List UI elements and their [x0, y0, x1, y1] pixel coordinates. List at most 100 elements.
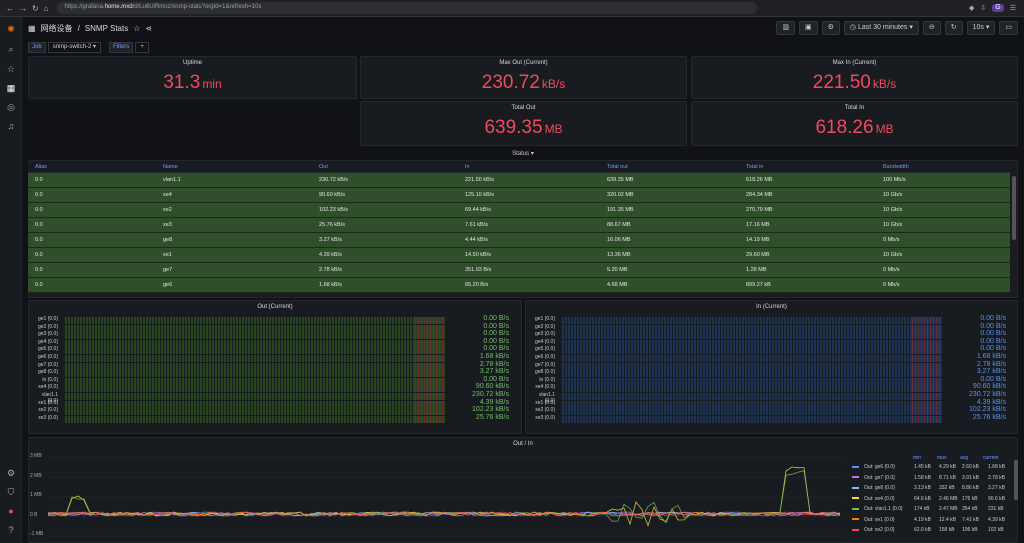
gauge-value: 2.78 kB/s [479, 360, 509, 368]
legend-current: 2.78 kB [988, 474, 1005, 481]
add-filter-button[interactable]: + [135, 41, 149, 53]
table-cell: 0 Mb/s [876, 232, 1010, 248]
table-row[interactable]: 0.0 xe2 102.23 kB/s 69.44 kB/s 191.35 MB 270.… [28, 202, 1010, 218]
breadcrumb: ▦ 网络设备 / SNMP Stats ☆ ⋖ [28, 23, 152, 34]
table-row[interactable]: 0.0 ge6 1.68 kB/s 65.20 B/s 4.68 MB 899.27 kB… [28, 277, 1010, 293]
table-row[interactable]: 0.0 ge7 2.78 kB/s 351.93 B/s 5.20 MB 1.28 MB 0… [28, 262, 1010, 278]
legend-item[interactable]: Out: xe1 {0.0} 4.19 kB 12.4 kB 7.41 kB 4.39 … [852, 517, 1012, 526]
gear-icon[interactable]: ⚙ [821, 21, 840, 35]
table-cell: 10 Gb/s [876, 247, 1010, 263]
gauge-bar [562, 317, 942, 324]
legend-header-max[interactable]: max [937, 455, 947, 461]
table-row[interactable]: 0.0 vlan1.1 230.72 kB/s 221.50 kB/s 639.35 M… [28, 172, 1010, 188]
refresh-button[interactable]: ↻ [944, 21, 963, 35]
legend-header-min[interactable]: min [913, 455, 922, 461]
save-button[interactable]: ▣ [799, 21, 818, 35]
legend-name: Out: xe1 {0.0} [864, 516, 895, 523]
stat-panel-max-in[interactable]: Max In (Current) 221.50 kB/s [691, 56, 1018, 99]
dashboards-icon[interactable]: ▦ [6, 83, 16, 93]
out-in-panel[interactable]: Out / In [28, 437, 1018, 543]
extension-icon[interactable]: ◆ [969, 5, 975, 12]
share-icon[interactable]: ⋖ [145, 23, 153, 33]
forward-icon[interactable]: → [19, 3, 27, 13]
stat-panel-uptime[interactable]: Uptime 31.3 min [28, 56, 357, 99]
explore-icon[interactable]: ◎ [7, 102, 15, 112]
legend-current: 231 kB [988, 506, 1004, 512]
home-icon[interactable]: ⌂ [43, 3, 49, 13]
column-header[interactable]: Out [312, 162, 458, 173]
shield-icon[interactable]: ⛉ [7, 487, 15, 497]
table-header: Alias Name Out In Total out Total in Ban… [28, 162, 1010, 173]
column-header[interactable]: Total in [739, 162, 876, 173]
table-cell: 2.78 kB/s [312, 262, 458, 278]
gauge-label: xe4 {0.0} [38, 384, 58, 391]
column-header[interactable]: Bandwidth [876, 162, 1010, 173]
gauge-label: ge7 {0.0} [534, 361, 555, 368]
stat-panel-total-out[interactable]: Total Out 639.35 MB [360, 101, 687, 146]
legend-min: 174 kB [914, 506, 930, 512]
zoom-out-button[interactable]: ⊖ [922, 21, 941, 35]
table-row[interactable]: 0.0 ge8 3.27 kB/s 4.44 kB/s 16.06 MB 14.19 MB… [28, 232, 1010, 248]
stat-panel-max-out[interactable]: Max Out (Current) 230.72 kB/s [360, 56, 687, 99]
gauge-label: ge5 {0.0} [37, 346, 58, 353]
legend-name: Out: ge7 {0.0} [864, 474, 895, 481]
table-cell: 618.26 MB [739, 172, 876, 188]
column-header[interactable]: In [458, 162, 600, 173]
legend-item[interactable]: Out: ge7 {0.0} 1.58 kB 8.71 kB 3.91 kB 2.78 … [852, 475, 1012, 484]
column-header[interactable]: Name [156, 162, 312, 173]
job-select[interactable]: snmp-switch-2 ▾ [47, 41, 102, 53]
table-cell: 13.36 MB [600, 247, 739, 263]
table-row[interactable]: 0.0 xe3 25.76 kB/s 7.61 kB/s 88.67 MB 17.16 M… [28, 217, 1010, 233]
gauge-value: 102.23 kB/s [472, 406, 509, 414]
legend-item[interactable]: Out: ge6 {0.0} 1.45 kB 4.29 kB 2.60 kB 1.68 … [852, 464, 1012, 473]
legend-item[interactable]: Out: vlan1.1 {0.0} 174 kB 2.47 MB 354 kB 231… [852, 506, 1012, 515]
download-icon[interactable]: ⇩ [980, 5, 987, 12]
table-cell: 0 Mb/s [876, 277, 1010, 293]
gear-icon[interactable]: ⚙ [6, 468, 16, 478]
status-panel-title[interactable]: Status ▾ [512, 151, 534, 157]
gauge-bar [562, 385, 942, 393]
legend-swatch [852, 518, 859, 521]
menu-icon[interactable]: ☰ [1009, 5, 1016, 12]
refresh-interval[interactable]: 10s ▾ [966, 21, 996, 35]
column-header[interactable]: Alias [28, 162, 156, 173]
help-icon[interactable]: ? [8, 525, 14, 535]
tv-mode-button[interactable]: ▭ [999, 21, 1018, 35]
legend-header-current[interactable]: current [983, 455, 999, 461]
add-panel-button[interactable]: ▥ [776, 21, 795, 35]
column-header[interactable]: Total out [600, 162, 739, 173]
legend-item[interactable]: Out: xe4 {0.0} 64.6 kB 2.46 MB 176 kB 90.6 k… [852, 496, 1012, 505]
avatar[interactable]: ● [8, 506, 14, 516]
legend-item[interactable]: Out: ge8 {0.0} 3.13 kB 332 kB 8.86 kB 3.27 k… [852, 485, 1012, 494]
table-cell: 90.60 kB/s [312, 187, 458, 203]
back-icon[interactable]: ← [6, 3, 14, 13]
star-icon[interactable]: ☆ [6, 64, 16, 74]
browser-toolbar: ← → ↻ ⌂ https://grafana.home.mxd/d/Lu6Ul… [0, 0, 1024, 17]
legend-header-avg[interactable]: avg [960, 455, 969, 461]
address-bar[interactable]: https://grafana.home.mxd/d/Lu6UlRmnz/snm… [56, 2, 757, 14]
table-cell: ge7 [156, 262, 312, 278]
series-line [48, 511, 841, 517]
reload-icon[interactable]: ↻ [32, 3, 39, 13]
grafana-logo-icon[interactable]: ✺ [7, 24, 15, 34]
star-icon[interactable]: ☆ [133, 23, 141, 33]
legend-scrollbar[interactable] [1014, 460, 1018, 500]
stat-panel-total-in[interactable]: Total In 618.26 MB [691, 101, 1018, 146]
time-picker[interactable]: ◷ Last 30 minutes ▾ [843, 21, 919, 35]
gauge-value: 4.39 kB/s [976, 398, 1006, 406]
job-label: Job [28, 41, 46, 53]
legend-min: 1.45 kB [914, 464, 931, 470]
alert-icon[interactable]: ♫ [7, 121, 15, 131]
extension-badge[interactable]: G [992, 4, 1004, 12]
table-row[interactable]: 0.0 xe4 90.60 kB/s 125.10 kB/s 320.02 MB 284.… [28, 187, 1010, 203]
page-title[interactable]: SNMP Stats [84, 23, 129, 33]
legend-avg: 3.91 kB [962, 474, 979, 481]
table-scrollbar[interactable] [1012, 176, 1016, 240]
table-row[interactable]: 0.0 xe1 4.39 kB/s 14.50 kB/s 13.36 MB 29.60 M… [28, 247, 1010, 263]
table-cell: 0.0 [28, 217, 156, 233]
search-icon[interactable]: ⌕ [8, 44, 14, 54]
legend-item[interactable]: Out: xe2 {0.0} 62.0 kB 158 kB 106 kB 102 kB [852, 527, 1012, 536]
table-cell: 25.76 kB/s [312, 217, 458, 233]
breadcrumb-folder[interactable]: 网络设备 [40, 23, 73, 33]
legend-name: Out: ge6 {0.0} [864, 464, 895, 470]
